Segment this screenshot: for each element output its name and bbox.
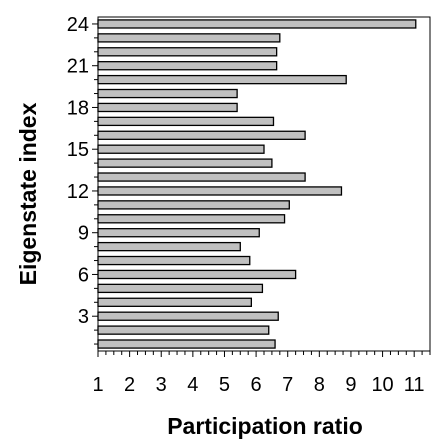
- bar-eigenstate-22: [97, 47, 278, 57]
- bar-eigenstate-18: [97, 102, 238, 113]
- y-tick-label: 9: [78, 223, 89, 245]
- y-tick-label: 12: [67, 181, 89, 203]
- y-tick-label: 6: [78, 264, 89, 286]
- bar-eigenstate-5: [97, 283, 264, 294]
- x-tick-label: 4: [187, 374, 198, 396]
- bar-eigenstate-20: [97, 74, 347, 85]
- bar-eigenstate-19: [97, 88, 238, 99]
- bar-eigenstate-1: [97, 339, 276, 349]
- x-tick-label: 8: [314, 374, 325, 396]
- x-axis-title: Participation ratio: [167, 413, 363, 439]
- y-tick-label: 18: [67, 97, 89, 119]
- x-tick-label: 9: [345, 374, 356, 396]
- x-tick-label: 11: [404, 374, 425, 396]
- y-tick-label: 3: [78, 306, 89, 328]
- bar-eigenstate-7: [97, 255, 251, 266]
- bar-eigenstate-3: [97, 311, 279, 321]
- bar-eigenstate-10: [97, 214, 286, 224]
- y-axis: 3 6 9 12 15 18 21 24: [67, 14, 98, 345]
- y-tick-label: 24: [67, 14, 89, 36]
- bar-eigenstate-21: [97, 61, 278, 71]
- x-tick-label: 10: [371, 374, 393, 396]
- x-tick-label: 1: [92, 374, 103, 396]
- bar-eigenstate-2: [97, 325, 270, 335]
- bar-eigenstate-6: [97, 269, 297, 280]
- bar-eigenstate-4: [97, 297, 253, 307]
- bars-group: [97, 19, 417, 349]
- bar-eigenstate-9: [97, 228, 260, 238]
- bar-eigenstate-13: [97, 172, 306, 182]
- x-axis: 1 2 3 4 5 6 7 8 9 10 11: [92, 351, 431, 396]
- y-axis-title: Eigenstate index: [15, 102, 41, 285]
- x-tick-label: 2: [124, 374, 135, 396]
- plot-frame: [97, 16, 431, 352]
- bar-eigenstate-16: [97, 130, 306, 140]
- x-tick-label: 5: [219, 374, 230, 396]
- x-tick-label: 3: [156, 374, 167, 396]
- bar-eigenstate-15: [97, 144, 265, 154]
- bar-eigenstate-12: [97, 186, 343, 196]
- x-tick-label: 6: [251, 374, 262, 396]
- bar-eigenstate-8: [97, 241, 241, 252]
- y-tick-label: 21: [67, 56, 89, 78]
- x-tick-label: 7: [282, 374, 293, 396]
- bar-eigenstate-23: [97, 33, 281, 43]
- bar-eigenstate-24: [97, 19, 417, 29]
- bar-eigenstate-11: [97, 200, 290, 210]
- bar-eigenstate-14: [97, 158, 273, 168]
- bar-eigenstate-17: [97, 116, 275, 127]
- y-tick-label: 15: [67, 139, 89, 161]
